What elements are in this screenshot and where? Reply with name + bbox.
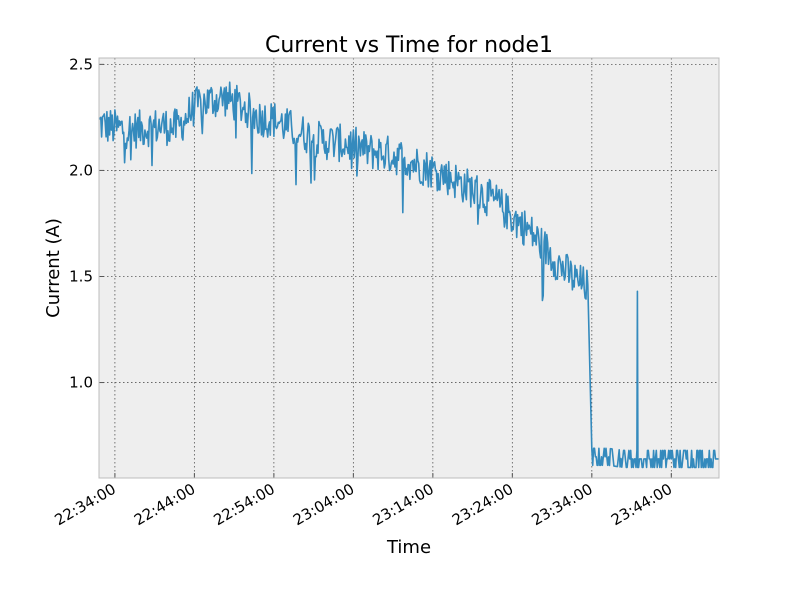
x-tick-label: 23:04:00 <box>290 480 357 529</box>
x-tick-label: 23:44:00 <box>608 480 675 529</box>
x-tick-label: 23:14:00 <box>369 480 436 529</box>
x-tick-label: 22:34:00 <box>52 480 119 529</box>
plot-frame <box>98 57 720 479</box>
plot-background <box>99 58 719 478</box>
x-tick-label: 23:24:00 <box>449 480 516 529</box>
y-axis: 1.0 1.5 2.0 2.5 <box>69 55 104 392</box>
x-axis-label: Time <box>386 537 431 558</box>
x-tick-label: 22:54:00 <box>211 480 278 529</box>
y-tick-label: 1.5 <box>69 267 93 285</box>
series-line <box>98 81 719 469</box>
y-tick-label: 2.0 <box>69 161 93 179</box>
grid <box>99 58 719 478</box>
y-axis-label: Current (A) <box>43 218 64 318</box>
y-tick-label: 2.5 <box>69 55 93 73</box>
x-tick-label: 23:34:00 <box>528 480 595 529</box>
chart-title: Current vs Time for node1 <box>265 33 553 58</box>
x-tick-label: 22:44:00 <box>131 480 198 529</box>
x-axis: 22:34:00 22:44:00 22:54:00 23:04:00 23:14:00… <box>52 473 675 529</box>
y-tick-label: 1.0 <box>69 374 93 392</box>
